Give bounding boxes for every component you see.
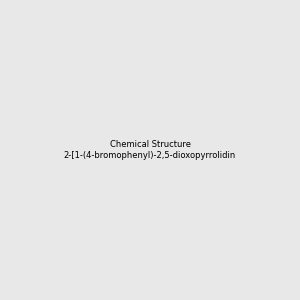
Text: Chemical Structure
2-[1-(4-bromophenyl)-2,5-dioxopyrrolidin: Chemical Structure 2-[1-(4-bromophenyl)-… <box>64 140 236 160</box>
